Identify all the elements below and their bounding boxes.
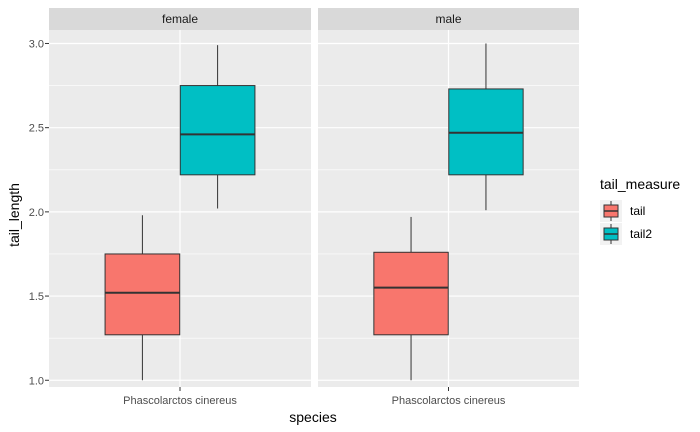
y-tick-label: 1.0 (29, 375, 44, 387)
y-axis-title: tail_length (6, 183, 22, 247)
legend-label: tail2 (630, 227, 652, 241)
legend-title: tail_measure (600, 176, 680, 192)
box-tail (373, 216, 449, 381)
facet-panels: female Phascolarctos cinereus male Phascola… (49, 8, 579, 407)
box-body (104, 253, 181, 336)
y-tick-label: 3.0 (29, 38, 44, 50)
facet-strip-label: female (162, 12, 198, 26)
y-axis: 1.0 1.5 2.0 2.5 3.0 (29, 38, 49, 387)
y-tick-label: 1.5 (29, 291, 44, 303)
box-tail (104, 215, 181, 381)
x-axis-title: species (289, 409, 336, 425)
legend-item-tail2: tail2 (600, 223, 652, 245)
legend: tail_measure tail tail2 (600, 176, 680, 245)
legend-label: tail (630, 204, 645, 218)
x-tick-label: Phascolarctos cinereus (392, 395, 506, 407)
facet-panel-male: male Phascolarctos cinereus (318, 8, 579, 407)
box-tail2 (179, 45, 256, 209)
y-tick-label: 2.0 (29, 207, 44, 219)
legend-item-tail: tail (600, 200, 645, 222)
y-tick-label: 2.5 (29, 123, 44, 135)
facet-strip (49, 8, 311, 30)
x-tick-label: Phascolarctos cinereus (123, 395, 237, 407)
facet-panel-female: female Phascolarctos cinereus (49, 8, 311, 407)
facet-strip-label: male (435, 12, 461, 26)
box-body (179, 85, 256, 176)
box-body (373, 251, 449, 336)
box-tail2 (448, 43, 524, 211)
facet-strip (318, 8, 579, 30)
